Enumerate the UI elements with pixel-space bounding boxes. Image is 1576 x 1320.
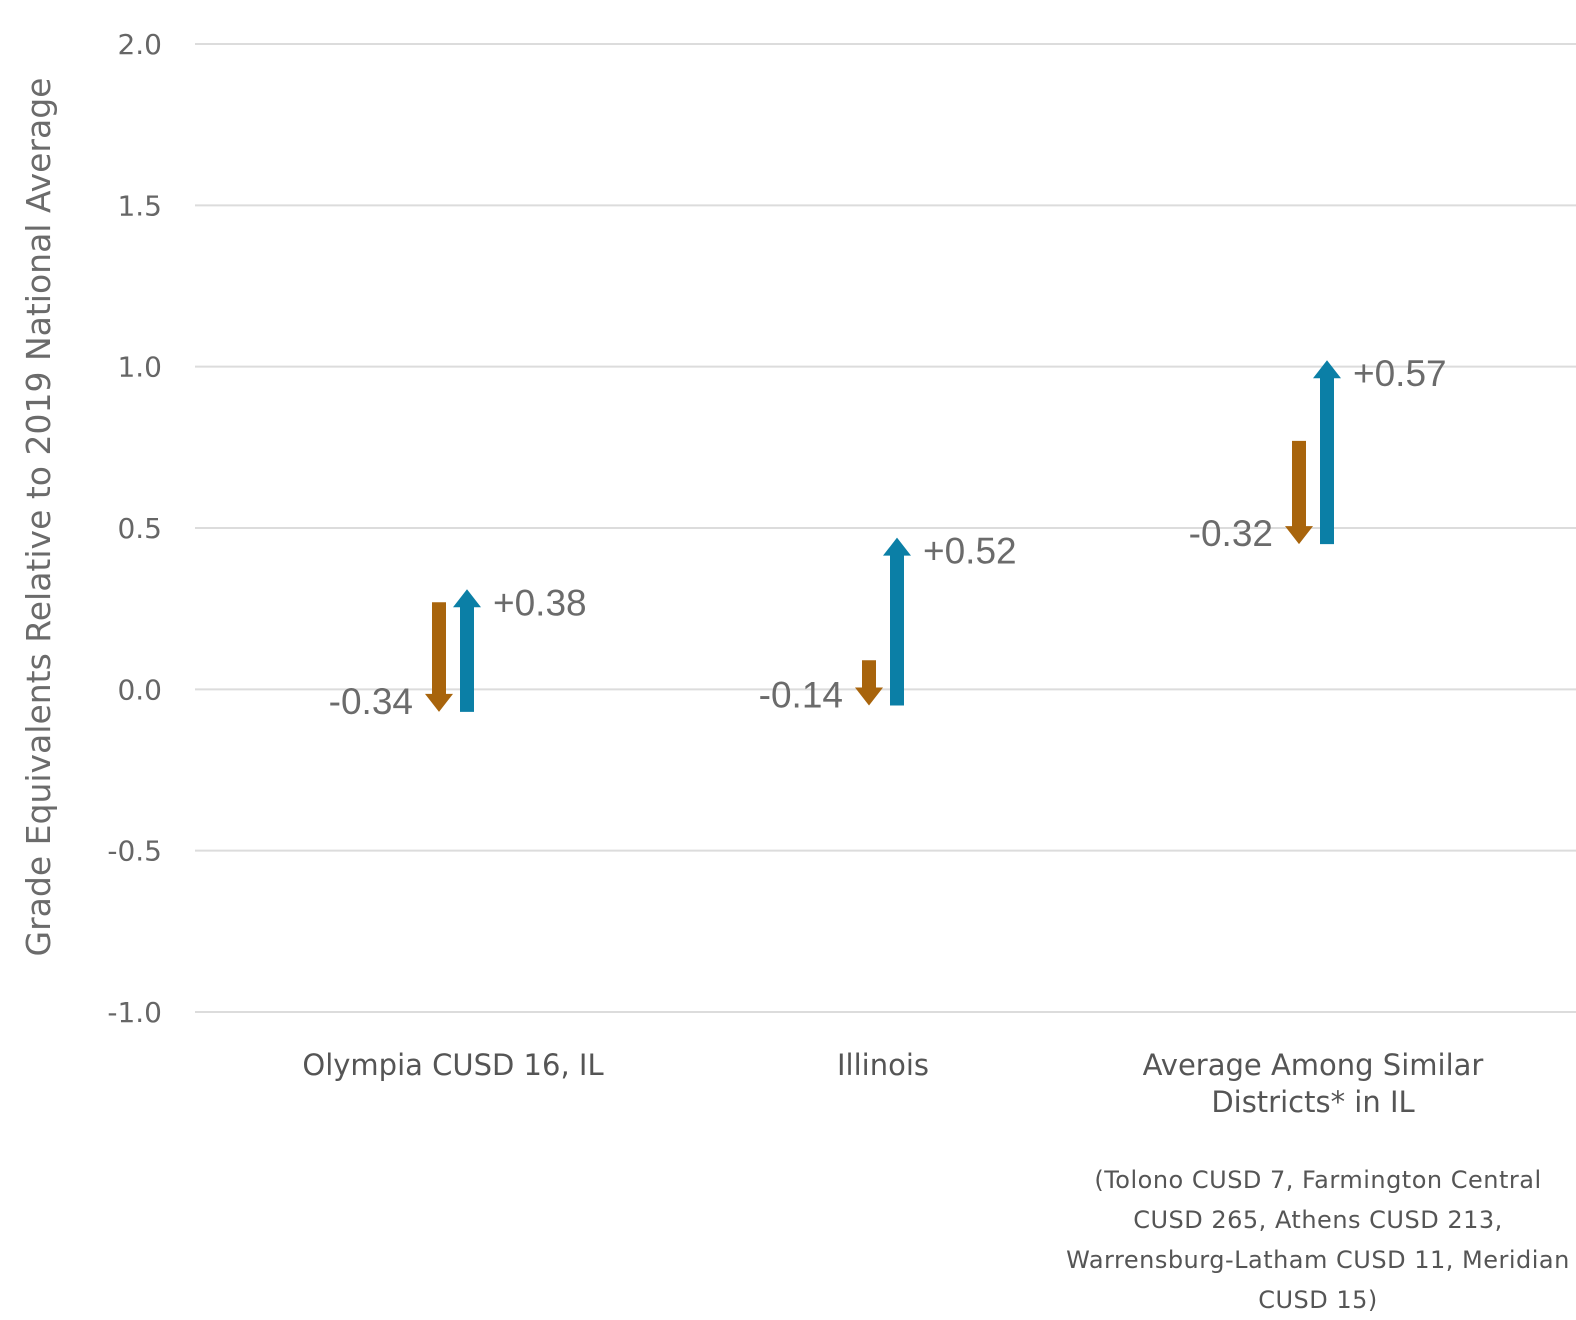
y-tick-label: 1.0 [117, 351, 162, 384]
decrease-value-label: -0.14 [759, 674, 843, 715]
increase-arrow [453, 589, 481, 712]
decrease-arrow [855, 660, 883, 706]
y-tick-label: -0.5 [107, 835, 162, 868]
footnote-line: CUSD 15) [1258, 1286, 1378, 1314]
increase-arrow [883, 537, 911, 706]
category-label: Illinois [837, 1048, 929, 1082]
decrease-arrow [1285, 440, 1313, 545]
arrow-marks [425, 360, 1341, 712]
decrease-arrow [425, 602, 453, 712]
category-label: Average Among Similar [1143, 1048, 1484, 1082]
decrease-value-label: -0.34 [329, 681, 413, 722]
y-tick-label: 2.0 [117, 28, 162, 61]
y-tick-labels: 2.0 1.5 1.0 0.5 0.0 -0.5 -1.0 [107, 28, 162, 1029]
y-tick-label: -1.0 [107, 996, 162, 1029]
y-tick-label: 0.5 [117, 512, 162, 545]
increase-arrow [1313, 360, 1341, 545]
category-label: Districts* in IL [1211, 1085, 1414, 1119]
y-tick-label: 1.5 [117, 189, 162, 222]
footnote-line: (Tolono CUSD 7, Farmington Central [1094, 1166, 1542, 1194]
category-labels: Olympia CUSD 16, IL Illinois Average Among… [302, 1048, 1483, 1119]
increase-value-label: +0.52 [923, 531, 1017, 572]
category-label: Olympia CUSD 16, IL [302, 1048, 603, 1082]
decrease-value-label: -0.32 [1189, 513, 1273, 554]
similar-districts-footnote: (Tolono CUSD 7, Farmington Central CUSD … [1060, 1160, 1576, 1320]
footnote-line: Warrensburg-Latham CUSD 11, Meridian [1066, 1246, 1570, 1274]
data-labels: -0.34 -0.14 -0.32 +0.38 +0.52 +0.57 [329, 353, 1447, 722]
increase-value-label: +0.57 [1353, 353, 1447, 394]
y-axis-label: Grade Equivalents Relative to 2019 Natio… [19, 78, 58, 957]
gridlines [195, 43, 1576, 1013]
y-tick-label: 0.0 [117, 673, 162, 706]
increase-value-label: +0.38 [493, 582, 587, 623]
footnote-line: CUSD 265, Athens CUSD 213, [1133, 1206, 1503, 1234]
